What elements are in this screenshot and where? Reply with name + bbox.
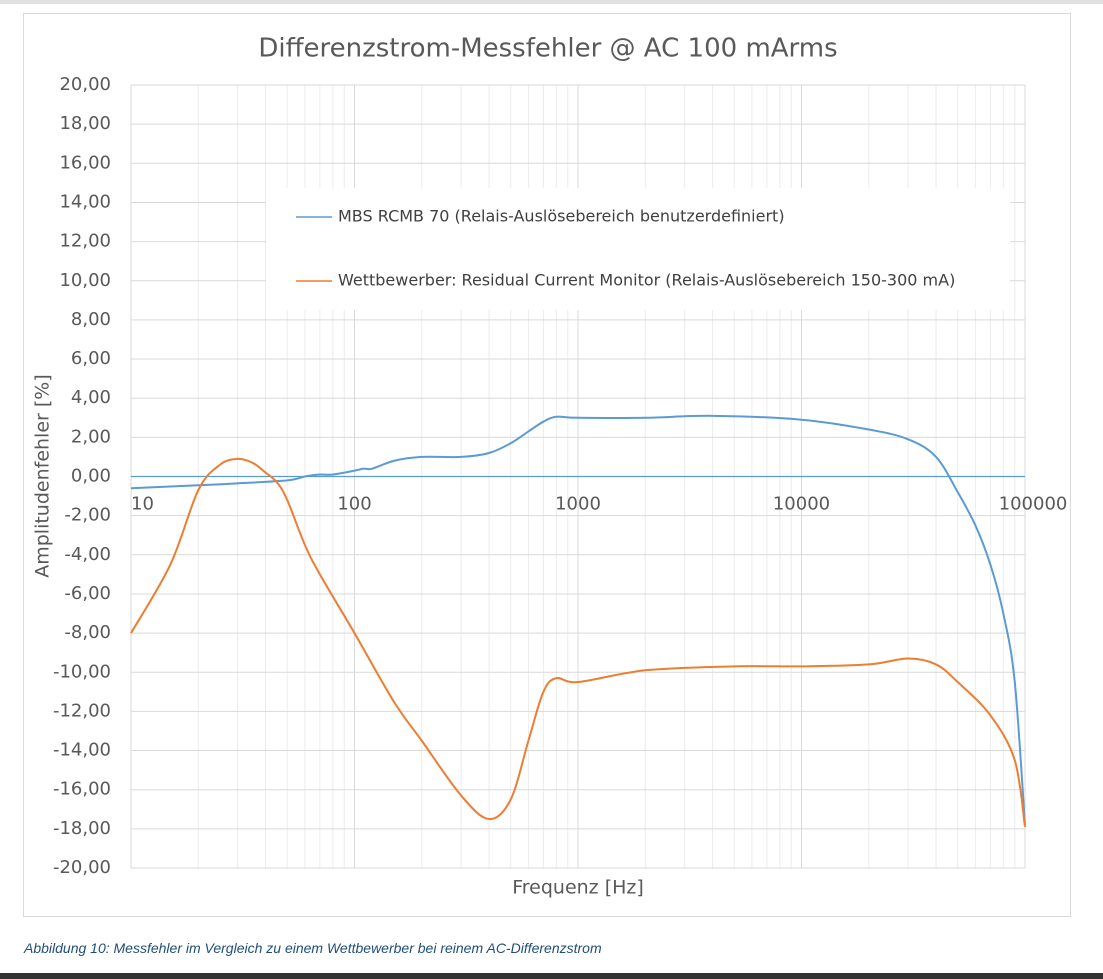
y-tick-label: 2,00 [71,426,111,447]
series-line [130,457,1026,828]
y-tick-label: 16,00 [59,152,111,173]
y-tick-label: -12,00 [53,700,111,721]
y-tick-label: 12,00 [59,231,111,252]
top-edge [0,0,1103,4]
y-tick-label: 0,00 [71,466,111,487]
bottom-edge [0,973,1103,979]
y-tick-label: 4,00 [71,387,111,408]
x-tick-label: 100000 [999,494,1068,515]
legend: MBS RCMB 70 (Relais-Auslösebereich benut… [266,188,1010,310]
y-tick-label: -10,00 [53,661,111,682]
y-axis-label: Amplitudenfehler [%] [32,374,54,578]
figure-caption: Abbildung 10: Messfehler im Vergleich zu… [24,940,602,956]
y-tick-label: -6,00 [64,583,111,604]
y-tick-label: -14,00 [53,740,111,761]
legend-box [266,188,1010,310]
y-tick-label: -20,00 [53,857,111,878]
y-tick-label: 10,00 [59,270,111,291]
y-tick-label: -8,00 [64,622,111,643]
y-tick-label: 20,00 [59,74,111,95]
y-tick-label: 6,00 [71,348,111,369]
chart-frame [23,13,1071,917]
legend-label: MBS RCMB 70 (Relais-Auslösebereich benut… [338,207,785,226]
y-tick-label: 8,00 [71,309,111,330]
y-tick-label: -4,00 [64,544,111,565]
y-tick-label: 18,00 [59,113,111,134]
legend-label: Wettbewerber: Residual Current Monitor (… [338,271,955,290]
x-tick-label: 10 [131,494,154,515]
chart-title: Differenzstrom-Messfehler @ AC 100 mArms [258,34,837,64]
x-tick-label: 10000 [773,494,830,515]
y-tick-label: -16,00 [53,779,111,800]
y-tick-label: -18,00 [53,818,111,839]
x-axis-label: Frequenz [Hz] [512,877,644,899]
y-tick-label: 14,00 [59,191,111,212]
x-tick-label: 1000 [555,494,601,515]
y-tick-label: -2,00 [64,505,111,526]
x-tick-label: 100 [337,494,371,515]
series-line [130,414,1026,826]
